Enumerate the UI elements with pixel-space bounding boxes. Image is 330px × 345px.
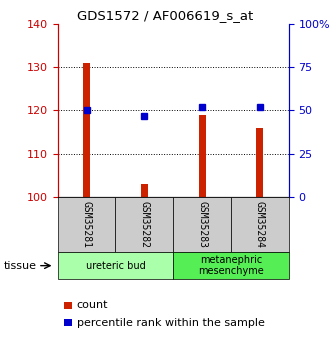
- Bar: [199, 115, 206, 197]
- Text: GSM35284: GSM35284: [255, 201, 265, 248]
- Text: GSM35283: GSM35283: [197, 201, 207, 248]
- Text: ureteric bud: ureteric bud: [85, 261, 146, 270]
- Text: GDS1572 / AF006619_s_at: GDS1572 / AF006619_s_at: [77, 9, 253, 22]
- Bar: [83, 63, 90, 197]
- Bar: [141, 184, 148, 197]
- Text: GSM35282: GSM35282: [139, 201, 149, 248]
- Text: count: count: [77, 300, 108, 310]
- Text: metanephric
mesenchyme: metanephric mesenchyme: [198, 255, 264, 276]
- Text: percentile rank within the sample: percentile rank within the sample: [77, 318, 264, 327]
- Text: tissue: tissue: [3, 261, 36, 270]
- Bar: [256, 128, 263, 197]
- Text: GSM35281: GSM35281: [82, 201, 92, 248]
